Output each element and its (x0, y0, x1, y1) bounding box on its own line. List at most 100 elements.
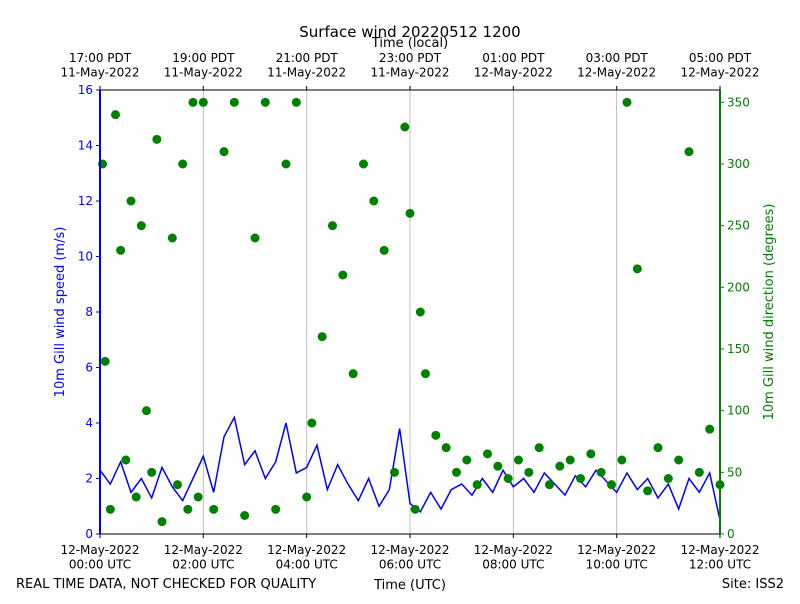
direction-point (596, 467, 606, 477)
direction-point (100, 356, 110, 366)
direction-point (328, 221, 337, 231)
direction-point (379, 245, 389, 255)
direction-point (405, 208, 415, 218)
direction-point (157, 517, 167, 527)
direction-point (390, 467, 399, 477)
site-label: Site: ISS2 (722, 577, 784, 592)
direction-point (694, 467, 704, 477)
direction-point (410, 504, 420, 514)
direction-point (317, 332, 327, 342)
direction-point (198, 97, 208, 107)
x-tick-label: 12-May-2022 12:00 UTC (680, 543, 759, 571)
direction-point (229, 97, 239, 107)
direction-point (643, 486, 653, 496)
direction-point (111, 110, 120, 120)
speed-line (99, 415, 721, 521)
direction-point (545, 480, 554, 490)
direction-point (173, 480, 182, 490)
direction-point (338, 270, 348, 280)
direction-point (291, 97, 301, 107)
x2-tick-label: 21:00 PDT 11-May-2022 (267, 51, 346, 79)
direction-point (188, 97, 198, 107)
x-tick-label: 12-May-2022 10:00 UTC (577, 543, 656, 571)
direction-point (178, 159, 188, 169)
direction-point (452, 467, 461, 477)
direction-point (131, 492, 141, 502)
direction-point (483, 449, 492, 459)
y2-tick-label: 0 (727, 527, 735, 541)
direction-point (348, 369, 358, 379)
x2-tick-label: 01:00 PDT 12-May-2022 (474, 51, 553, 79)
direction-point (302, 492, 312, 502)
direction-point (126, 196, 136, 206)
direction-point (493, 461, 503, 471)
direction-point (684, 147, 694, 157)
direction-point (369, 196, 379, 206)
x-tick-label: 12-May-2022 04:00 UTC (267, 543, 346, 571)
direction-point (462, 455, 472, 465)
direction-point (193, 492, 203, 502)
x-axis-label: Time (UTC) (373, 578, 446, 593)
x2-tick-label: 23:00 PDT 11-May-2022 (370, 51, 449, 79)
direction-point (632, 264, 642, 274)
x2-tick-label: 19:00 PDT 11-May-2022 (164, 51, 243, 79)
y2-tick-label: 250 (727, 219, 750, 233)
footer-note: REAL TIME DATA, NOT CHECKED FOR QUALITY (16, 577, 316, 592)
y-tick-label: 0 (85, 527, 93, 541)
direction-point (653, 443, 663, 453)
direction-point (534, 443, 544, 453)
y-axis-label: 10m Gill wind speed (m/s) (53, 227, 68, 398)
direction-point (183, 504, 193, 514)
direction-point (663, 474, 673, 483)
x-tick-label: 12-May-2022 08:00 UTC (474, 543, 553, 571)
direction-point (622, 97, 632, 107)
direction-point (674, 455, 684, 465)
chart-title: Surface wind 20220512 1200 (299, 23, 520, 41)
direction-point (431, 430, 441, 440)
y-tick-label: 10 (78, 250, 93, 264)
direction-point (415, 307, 425, 317)
y-tick-label: 6 (85, 361, 93, 375)
direction-point (219, 147, 229, 157)
direction-point (281, 159, 291, 169)
direction-point (250, 233, 260, 243)
direction-point (121, 455, 131, 465)
x2-axis-label: Time (local) (371, 36, 448, 51)
direction-point (576, 474, 585, 483)
y-tick-label: 12 (78, 194, 93, 208)
direction-point (617, 455, 627, 465)
y2-axis-label: 10m Gill wind direction (degrees) (762, 204, 777, 421)
direction-point (116, 245, 126, 255)
direction-point (555, 461, 565, 471)
direction-point (503, 474, 513, 483)
x-tick-label: 12-May-2022 00:00 UTC (60, 543, 139, 571)
direction-point (147, 467, 157, 477)
x2-tick-label: 05:00 PDT 12-May-2022 (680, 51, 759, 79)
x-tick-label: 12-May-2022 02:00 UTC (164, 543, 243, 571)
direction-point (260, 97, 270, 107)
x2-tick-label: 03:00 PDT 12-May-2022 (577, 51, 656, 79)
direction-point (421, 369, 430, 379)
direction-point (441, 443, 451, 453)
y2-tick-label: 350 (727, 95, 750, 109)
direction-point (705, 424, 715, 434)
direction-point (136, 221, 146, 231)
y-tick-label: 16 (78, 83, 93, 97)
direction-point (607, 480, 616, 490)
direction-point (209, 504, 219, 514)
y-tick-label: 4 (85, 416, 93, 430)
y2-tick-label: 300 (727, 157, 750, 171)
y2-tick-label: 50 (727, 465, 742, 479)
direction-point (514, 455, 523, 465)
direction-point (142, 406, 151, 416)
direction-point (152, 134, 162, 144)
direction-point (565, 455, 575, 465)
direction-point (271, 504, 281, 514)
direction-point (400, 122, 410, 132)
y2-tick-label: 150 (727, 342, 750, 356)
x2-tick-label: 17:00 PDT 11-May-2022 (60, 51, 139, 79)
direction-point (472, 480, 482, 490)
direction-point (307, 418, 317, 428)
y-tick-label: 14 (78, 139, 93, 153)
